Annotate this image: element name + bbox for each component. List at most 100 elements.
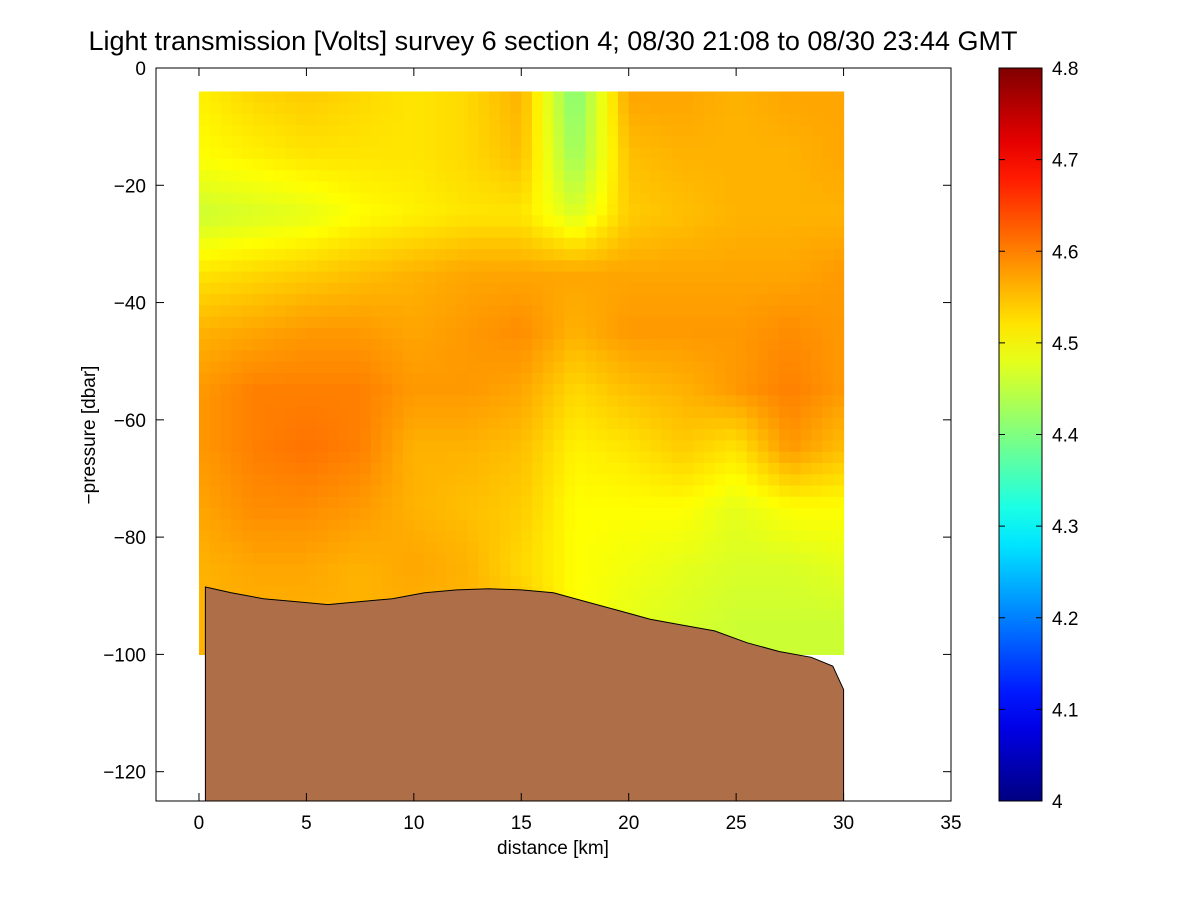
heatmap-cell	[822, 327, 834, 340]
heatmap-cell	[714, 136, 726, 149]
heatmap-cell	[650, 361, 662, 374]
heatmap-cell	[338, 564, 350, 577]
heatmap-cell	[660, 136, 673, 149]
heatmap-cell	[327, 136, 340, 149]
heatmap-cell	[521, 395, 533, 408]
heatmap-cell	[542, 541, 555, 554]
heatmap-cell	[456, 282, 469, 295]
heatmap-cell	[682, 260, 694, 273]
heatmap-cell	[360, 339, 372, 352]
heatmap-cell	[241, 113, 254, 126]
heatmap-cell	[478, 327, 490, 340]
heatmap-cell	[789, 215, 802, 228]
heatmap-cell	[542, 440, 555, 453]
heatmap-cell	[607, 271, 619, 284]
heatmap-cell	[209, 237, 222, 250]
heatmap-cell	[639, 429, 651, 442]
x-axis-label: distance [km]	[497, 838, 609, 859]
heatmap-cell	[327, 530, 340, 543]
heatmap-cell	[349, 451, 361, 464]
heatmap-cell	[489, 91, 501, 104]
heatmap-cell	[714, 204, 726, 216]
heatmap-cell	[274, 417, 286, 430]
heatmap-cell	[360, 136, 372, 149]
heatmap-cell	[800, 609, 812, 622]
heatmap-cell	[263, 170, 275, 183]
heatmap-cell	[811, 339, 823, 352]
heatmap-cell	[327, 474, 340, 487]
heatmap-cell	[768, 643, 780, 655]
heatmap-cell	[370, 271, 383, 284]
heatmap-cell	[284, 316, 297, 329]
heatmap-cell	[736, 260, 748, 273]
heatmap-cell	[338, 339, 350, 352]
heatmap-cell	[231, 541, 243, 554]
heatmap-cell	[370, 113, 383, 126]
heatmap-cell	[532, 113, 544, 126]
heatmap-cell	[650, 102, 662, 115]
heatmap-cell	[510, 361, 522, 374]
heatmap-cell	[349, 113, 361, 126]
heatmap-cell	[446, 170, 458, 183]
heatmap-cell	[263, 204, 275, 216]
heatmap-cell	[241, 463, 254, 475]
heatmap-cell	[779, 282, 791, 295]
heatmap-cell	[263, 406, 275, 419]
heatmap-cell	[671, 249, 684, 261]
heatmap-cell	[693, 136, 705, 149]
heatmap-cell	[822, 372, 834, 385]
heatmap-cell	[220, 159, 232, 171]
heatmap-cell	[274, 260, 286, 273]
heatmap-cell	[338, 586, 350, 599]
heatmap-cell	[478, 237, 490, 250]
heatmap-cell	[607, 406, 619, 419]
heatmap-cell	[800, 541, 812, 554]
heatmap-cell	[370, 541, 383, 554]
heatmap-cell	[553, 586, 565, 599]
heatmap-cell	[639, 384, 651, 397]
heatmap-cell	[832, 530, 845, 543]
heatmap-cell	[274, 237, 286, 250]
heatmap-cell	[403, 350, 415, 363]
heatmap-cell	[424, 395, 436, 408]
heatmap-cell	[822, 125, 834, 138]
heatmap-cell	[521, 350, 533, 363]
heatmap-cell	[435, 429, 447, 442]
heatmap-cell	[671, 575, 684, 588]
heatmap-cell	[435, 474, 447, 487]
heatmap-cell	[832, 429, 845, 442]
heatmap-cell	[532, 125, 544, 138]
heatmap-cell	[467, 496, 479, 509]
heatmap-cell	[757, 215, 769, 228]
heatmap-cell	[274, 282, 286, 295]
heatmap-cell	[317, 406, 329, 419]
heatmap-cell	[381, 215, 393, 228]
heatmap-cell	[607, 361, 619, 374]
heatmap-cell	[360, 147, 372, 160]
heatmap-cell	[241, 181, 254, 194]
heatmap-cell	[757, 192, 769, 205]
heatmap-cell	[403, 316, 415, 329]
heatmap-cell	[413, 181, 426, 194]
heatmap-cell	[274, 147, 286, 160]
heatmap-cell	[564, 147, 576, 160]
heatmap-cell	[499, 519, 512, 532]
heatmap-cell	[349, 271, 361, 284]
heatmap-cell	[198, 384, 211, 397]
heatmap-cell	[532, 474, 544, 487]
heatmap-cell	[542, 350, 555, 363]
heatmap-cell	[617, 530, 630, 543]
heatmap-cell	[424, 474, 436, 487]
heatmap-cell	[671, 586, 684, 599]
heatmap-cell	[413, 113, 426, 126]
heatmap-cell	[671, 226, 684, 239]
heatmap-cell	[284, 113, 297, 126]
heatmap-cell	[725, 620, 737, 633]
heatmap-cell	[832, 451, 845, 464]
heatmap-cell	[295, 91, 307, 104]
heatmap-cell	[736, 598, 748, 610]
heatmap-cell	[252, 305, 265, 318]
heatmap-cell	[832, 350, 845, 363]
heatmap-cell	[198, 530, 211, 543]
heatmap-cell	[768, 406, 780, 419]
